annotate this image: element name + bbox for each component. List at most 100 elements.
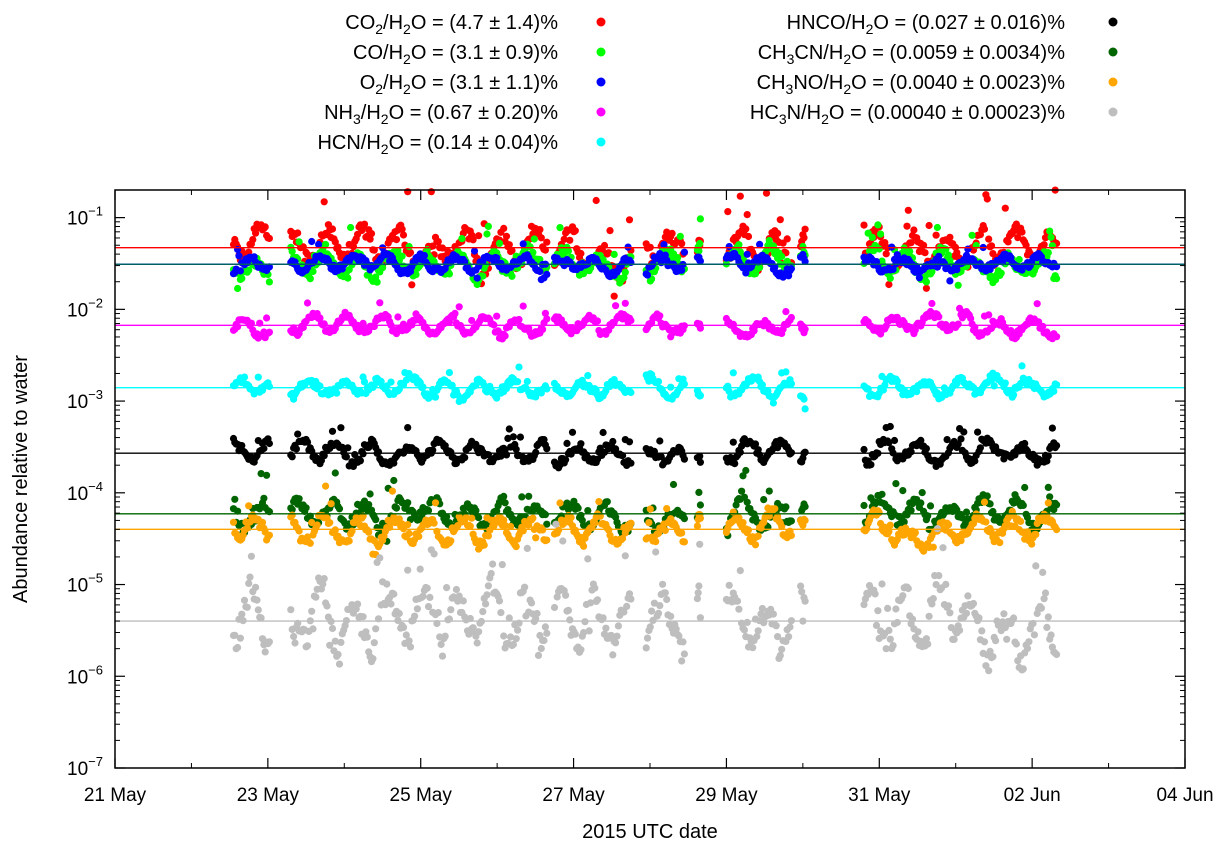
data-point — [695, 488, 703, 496]
data-point — [736, 192, 744, 200]
data-point — [696, 392, 705, 400]
data-point — [960, 428, 968, 436]
data-point — [1040, 241, 1048, 249]
data-point — [1044, 613, 1052, 621]
data-point — [288, 453, 296, 461]
data-point — [983, 492, 991, 500]
data-point — [725, 243, 733, 251]
data-point — [609, 437, 617, 446]
data-point — [1053, 650, 1061, 659]
legend-label-part: 3 — [787, 51, 795, 67]
data-point — [434, 238, 442, 246]
data-point — [696, 501, 705, 509]
data-point — [319, 580, 327, 588]
data-point — [427, 188, 435, 196]
data-point — [231, 631, 239, 639]
data-point — [482, 600, 490, 608]
data-point — [507, 633, 515, 641]
data-point — [907, 448, 915, 456]
data-point — [957, 435, 965, 443]
data-point — [754, 532, 762, 540]
data-point — [1048, 424, 1056, 432]
data-point — [967, 314, 975, 323]
data-point — [776, 651, 784, 660]
data-point — [387, 600, 395, 608]
data-point — [394, 313, 402, 321]
data-point — [543, 629, 551, 637]
data-point — [643, 271, 652, 279]
data-point — [308, 518, 316, 527]
data-point — [1012, 640, 1021, 648]
data-point — [497, 609, 505, 617]
data-point — [654, 609, 663, 617]
y-tick-label: 10−2 — [67, 295, 103, 321]
data-point — [860, 221, 868, 229]
legend-label-part: 2 — [381, 111, 389, 127]
data-point — [327, 500, 335, 508]
data-point — [956, 626, 964, 634]
data-point — [388, 487, 396, 495]
data-point — [886, 521, 894, 529]
data-point — [584, 507, 592, 515]
data-point — [526, 243, 534, 251]
legend-entry-label: CH3NO/H2O = (0.0040 ± 0.0023)% — [757, 72, 1066, 97]
legend-label-part: HCN/H — [317, 132, 380, 154]
series-2 — [229, 237, 1061, 285]
y-tick-exponent: −5 — [88, 571, 103, 586]
data-point — [765, 487, 773, 495]
data-point — [680, 248, 689, 256]
data-point — [860, 501, 868, 510]
data-point — [760, 496, 768, 504]
data-point — [669, 480, 678, 489]
data-point — [484, 582, 492, 590]
data-point — [922, 635, 931, 643]
data-point — [1021, 483, 1029, 492]
data-point — [441, 632, 449, 640]
data-point — [776, 216, 784, 224]
data-point — [735, 514, 743, 522]
legend-label-part: CN/H — [794, 42, 843, 64]
data-point — [265, 328, 273, 336]
data-point — [461, 258, 469, 266]
data-point — [363, 633, 371, 641]
data-point — [495, 239, 504, 247]
data-point — [915, 274, 924, 282]
legend-entry-label: HC3N/H2O = (0.00040 ± 0.00023)% — [750, 102, 1065, 127]
data-point — [925, 221, 933, 230]
data-point — [921, 249, 929, 257]
data-point — [980, 225, 989, 233]
data-point — [495, 597, 504, 605]
data-point — [445, 270, 453, 278]
data-point — [373, 278, 381, 286]
data-point — [591, 519, 599, 527]
data-point — [989, 250, 997, 258]
data-point — [620, 608, 628, 616]
y-tick-base: 10 — [67, 484, 88, 505]
data-point — [978, 627, 986, 635]
data-point — [913, 388, 921, 396]
data-point — [932, 231, 940, 239]
data-point — [749, 644, 757, 652]
data-point — [497, 452, 505, 460]
data-point — [1053, 333, 1061, 341]
data-point — [512, 635, 520, 643]
data-point — [381, 601, 389, 609]
data-point — [1019, 501, 1027, 509]
data-point — [950, 635, 958, 644]
data-point — [395, 609, 403, 618]
data-point — [980, 498, 989, 506]
data-point — [394, 247, 402, 255]
data-point — [426, 593, 434, 602]
legend-entry-label: CH3CN/H2O = (0.0059 ± 0.0034)% — [758, 42, 1065, 67]
data-point — [696, 324, 705, 332]
data-point — [1053, 275, 1061, 283]
data-point — [625, 438, 634, 446]
data-point — [739, 519, 747, 527]
data-point — [643, 634, 652, 642]
plot-points — [229, 186, 1061, 675]
data-point — [627, 459, 635, 467]
data-point — [507, 522, 515, 531]
data-point — [265, 638, 273, 646]
data-point — [674, 254, 682, 262]
data-point — [342, 453, 350, 461]
